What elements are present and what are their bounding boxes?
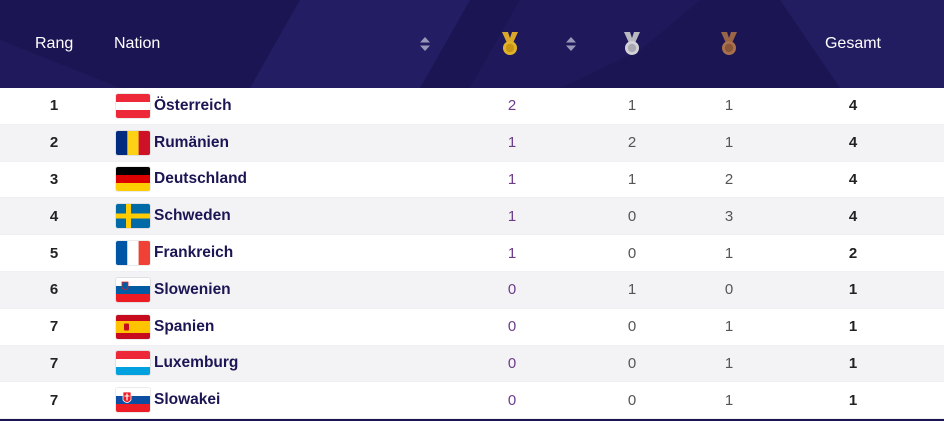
table-row[interactable]: 1 Österreich 2 1 1 4 — [0, 88, 944, 125]
rank-cell: 1 — [49, 97, 59, 115]
slovakia-flag-icon — [116, 388, 150, 413]
rank-cell: 6 — [49, 281, 59, 299]
rank-header[interactable]: Rang — [35, 35, 74, 52]
total-header[interactable]: Gesamt — [824, 35, 881, 52]
nation-name[interactable]: Schweden — [154, 207, 231, 225]
gold-count: 1 — [507, 170, 517, 188]
romania-flag-icon — [116, 130, 150, 155]
total-count: 1 — [848, 318, 858, 336]
sort-icon[interactable] — [562, 0, 580, 88]
nation-cell[interactable]: Frankreich — [116, 235, 233, 271]
nation-cell[interactable]: Spanien — [116, 309, 214, 345]
nation-cell[interactable]: Österreich — [116, 88, 232, 124]
total-count: 2 — [848, 244, 858, 262]
bronze-count: 2 — [724, 170, 734, 188]
nation-cell[interactable]: Deutschland — [116, 162, 247, 198]
gold-count: 1 — [507, 244, 517, 262]
bronze-count: 1 — [724, 354, 734, 372]
silver-count: 0 — [627, 244, 637, 262]
rank-cell: 5 — [49, 244, 59, 262]
nation-name[interactable]: Slowakei — [154, 391, 221, 409]
nation-name[interactable]: Luxemburg — [154, 354, 239, 372]
table-row[interactable]: 3 Deutschland 1 1 2 4 — [0, 162, 944, 199]
bronze-count: 0 — [724, 281, 734, 299]
table-header: Rang Nation — [0, 0, 944, 88]
germany-flag-icon — [116, 167, 150, 192]
table-row[interactable]: 5 Frankreich 1 0 1 2 — [0, 235, 944, 272]
table-row[interactable]: 7 Slowakei 0 0 1 1 — [0, 382, 944, 420]
bronze-medal-icon[interactable] — [715, 0, 743, 88]
total-count: 1 — [848, 391, 858, 409]
silver-count: 2 — [627, 134, 637, 152]
nation-name[interactable]: Slowenien — [154, 280, 231, 298]
table-row[interactable]: 7 Luxemburg 0 0 1 1 — [0, 345, 944, 383]
rank-cell: 7 — [49, 354, 59, 372]
table-row[interactable]: 7 Spanien 0 0 1 1 — [0, 309, 944, 346]
nation-name[interactable]: Rumänien — [154, 133, 229, 151]
silver-count: 0 — [627, 391, 637, 409]
table-row[interactable]: 4 Schweden 1 0 3 4 — [0, 198, 944, 236]
gold-count: 0 — [507, 318, 517, 336]
spain-flag-icon — [116, 314, 150, 339]
silver-count: 1 — [627, 281, 637, 299]
france-flag-icon — [116, 241, 150, 266]
table-row[interactable]: 2 Rumänien 1 2 1 4 — [0, 124, 944, 162]
bronze-count: 1 — [724, 391, 734, 409]
nation-header[interactable]: Nation — [114, 35, 161, 52]
nation-cell[interactable]: Schweden — [116, 198, 231, 234]
nation-name[interactable]: Deutschland — [154, 170, 248, 188]
total-count: 4 — [848, 170, 858, 188]
gold-medal-icon[interactable] — [496, 0, 524, 88]
silver-count: 0 — [627, 318, 637, 336]
bronze-count: 1 — [724, 318, 734, 336]
nation-cell[interactable]: Rumänien — [116, 125, 229, 161]
rank-cell: 4 — [49, 207, 59, 225]
silver-count: 1 — [627, 97, 637, 115]
silver-medal-icon[interactable] — [618, 0, 646, 88]
total-count: 1 — [848, 354, 858, 372]
table-row[interactable]: 6 Slowenien 0 1 0 1 — [0, 271, 944, 309]
austria-flag-icon — [116, 93, 150, 118]
luxembourg-flag-icon — [116, 351, 150, 376]
nation-cell[interactable]: Luxemburg — [116, 346, 238, 382]
total-count: 4 — [848, 134, 858, 152]
gold-count: 1 — [507, 207, 517, 225]
gold-count: 0 — [507, 281, 517, 299]
total-count: 4 — [848, 97, 858, 115]
gold-count: 0 — [507, 391, 517, 409]
silver-count: 1 — [627, 170, 637, 188]
sort-icon[interactable] — [416, 0, 434, 88]
bronze-count: 1 — [724, 134, 734, 152]
bronze-count: 3 — [724, 207, 734, 225]
nation-cell[interactable]: Slowenien — [116, 272, 231, 308]
bronze-count: 1 — [724, 97, 734, 115]
rank-cell: 7 — [49, 391, 59, 409]
total-count: 4 — [848, 207, 858, 225]
silver-count: 0 — [627, 354, 637, 372]
nation-name[interactable]: Österreich — [154, 96, 232, 114]
slovenia-flag-icon — [116, 277, 150, 302]
rank-cell: 7 — [49, 318, 59, 336]
silver-count: 0 — [627, 207, 637, 225]
gold-count: 0 — [507, 354, 517, 372]
rank-cell: 2 — [49, 134, 59, 152]
table-body: 1 Österreich 2 1 1 4 2 Rumänien 1 2 1 4 … — [0, 88, 944, 420]
nation-cell[interactable]: Slowakei — [116, 382, 220, 418]
gold-count: 2 — [507, 97, 517, 115]
bronze-count: 1 — [724, 244, 734, 262]
gold-count: 1 — [507, 134, 517, 152]
rank-cell: 3 — [49, 170, 59, 188]
nation-name[interactable]: Spanien — [154, 317, 215, 335]
nation-name[interactable]: Frankreich — [154, 244, 234, 262]
sweden-flag-icon — [116, 204, 150, 229]
total-count: 1 — [848, 281, 858, 299]
header-decoration — [0, 0, 944, 88]
